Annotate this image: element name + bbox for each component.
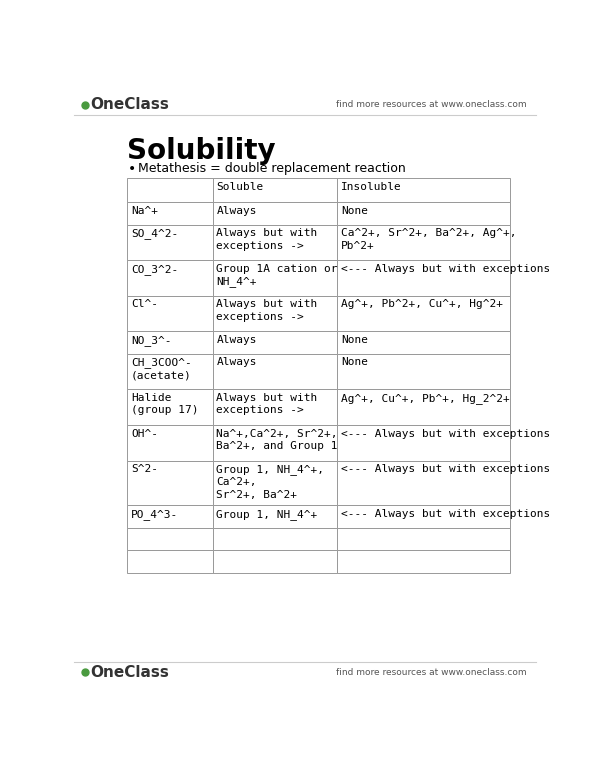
Bar xyxy=(213,354,337,390)
Text: find more resources at www.oneclass.com: find more resources at www.oneclass.com xyxy=(336,668,526,677)
Text: find more resources at www.oneclass.com: find more resources at www.oneclass.com xyxy=(336,100,526,109)
Text: Group 1, NH_4^+: Group 1, NH_4^+ xyxy=(217,509,318,520)
Text: OneClass: OneClass xyxy=(90,665,170,680)
Text: NO_3^-: NO_3^- xyxy=(131,335,171,346)
Bar xyxy=(337,390,510,425)
Text: Always but with
exceptions ->: Always but with exceptions -> xyxy=(217,393,318,415)
Text: OH^-: OH^- xyxy=(131,429,158,439)
Text: Na^+: Na^+ xyxy=(131,206,158,216)
Bar xyxy=(213,527,337,550)
Bar xyxy=(337,354,510,390)
Bar xyxy=(337,225,510,260)
Bar xyxy=(127,390,213,425)
Bar xyxy=(337,425,510,460)
Bar xyxy=(127,550,213,573)
Text: SO_4^2-: SO_4^2- xyxy=(131,228,178,239)
Text: <--- Always but with exceptions: <--- Always but with exceptions xyxy=(341,264,550,274)
Text: •: • xyxy=(127,162,136,176)
Text: Always: Always xyxy=(217,206,257,216)
Bar xyxy=(127,425,213,460)
Bar xyxy=(213,425,337,460)
Text: Metathesis = double replacement reaction: Metathesis = double replacement reaction xyxy=(138,162,406,176)
Bar xyxy=(213,260,337,296)
Text: Soluble: Soluble xyxy=(217,182,264,192)
Text: PO_4^3-: PO_4^3- xyxy=(131,509,178,520)
Bar xyxy=(127,331,213,354)
Text: CO_3^2-: CO_3^2- xyxy=(131,264,178,275)
Text: Ag^+, Pb^2+, Cu^+, Hg^2+: Ag^+, Pb^2+, Cu^+, Hg^2+ xyxy=(341,300,503,310)
Bar xyxy=(337,527,510,550)
Bar xyxy=(213,202,337,225)
Bar xyxy=(127,505,213,527)
Bar xyxy=(337,260,510,296)
Text: Always: Always xyxy=(217,357,257,367)
Bar xyxy=(127,296,213,331)
Text: OneClass: OneClass xyxy=(90,97,170,112)
Bar xyxy=(127,527,213,550)
Text: <--- Always but with exceptions: <--- Always but with exceptions xyxy=(341,464,550,474)
Bar xyxy=(213,550,337,573)
Bar xyxy=(337,179,510,202)
Bar xyxy=(213,505,337,527)
Bar xyxy=(127,179,213,202)
Text: None: None xyxy=(341,206,368,216)
Bar xyxy=(337,202,510,225)
Bar xyxy=(213,225,337,260)
Bar xyxy=(213,296,337,331)
Text: Group 1A cation or
NH_4^+: Group 1A cation or NH_4^+ xyxy=(217,264,338,287)
Bar xyxy=(127,260,213,296)
Bar xyxy=(127,225,213,260)
Bar xyxy=(213,179,337,202)
Text: Insoluble: Insoluble xyxy=(341,182,402,192)
Bar xyxy=(337,505,510,527)
Bar xyxy=(127,460,213,505)
Bar xyxy=(213,390,337,425)
Bar xyxy=(127,202,213,225)
Bar xyxy=(337,460,510,505)
Text: CH_3COO^-
(acetate): CH_3COO^- (acetate) xyxy=(131,357,192,380)
Text: S^2-: S^2- xyxy=(131,464,158,474)
Bar xyxy=(213,331,337,354)
Text: <--- Always but with exceptions: <--- Always but with exceptions xyxy=(341,509,550,519)
Text: Cl^-: Cl^- xyxy=(131,300,158,310)
Text: Na^+,Ca^2+, Sr^2+,
Ba^2+, and Group 1: Na^+,Ca^2+, Sr^2+, Ba^2+, and Group 1 xyxy=(217,429,338,451)
Text: None: None xyxy=(341,335,368,345)
Text: Ca^2+, Sr^2+, Ba^2+, Ag^+,
Pb^2+: Ca^2+, Sr^2+, Ba^2+, Ag^+, Pb^2+ xyxy=(341,228,516,250)
Text: Always but with
exceptions ->: Always but with exceptions -> xyxy=(217,300,318,322)
Text: None: None xyxy=(341,357,368,367)
Text: Group 1, NH_4^+,
Ca^2+,
Sr^2+, Ba^2+: Group 1, NH_4^+, Ca^2+, Sr^2+, Ba^2+ xyxy=(217,464,324,500)
Text: Always: Always xyxy=(217,335,257,345)
Text: <--- Always but with exceptions: <--- Always but with exceptions xyxy=(341,429,550,439)
Bar xyxy=(127,354,213,390)
Text: Halide
(group 17): Halide (group 17) xyxy=(131,393,199,415)
Text: Always but with
exceptions ->: Always but with exceptions -> xyxy=(217,228,318,250)
Bar xyxy=(337,550,510,573)
Bar xyxy=(337,296,510,331)
Bar xyxy=(337,331,510,354)
Text: Ag^+, Cu^+, Pb^+, Hg_2^2+: Ag^+, Cu^+, Pb^+, Hg_2^2+ xyxy=(341,393,510,404)
Bar xyxy=(213,460,337,505)
Text: Solubility: Solubility xyxy=(127,137,276,165)
